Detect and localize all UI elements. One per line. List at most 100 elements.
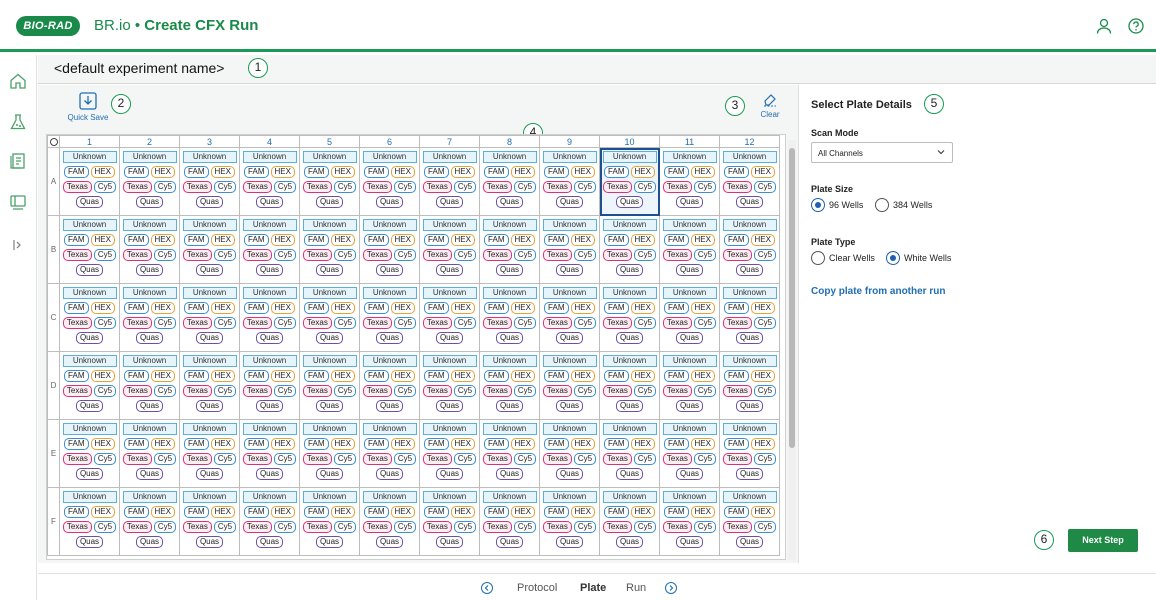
well-C11[interactable]: Unknown FAM HEX Texas Cy5 Quas (659, 283, 720, 352)
well-A7[interactable]: Unknown FAM HEX Texas Cy5 Quas (419, 147, 480, 216)
row-header-A[interactable]: A (47, 147, 60, 216)
well-D7[interactable]: Unknown FAM HEX Texas Cy5 Quas (419, 351, 480, 420)
row-header-C[interactable]: C (47, 283, 60, 352)
well-D12[interactable]: Unknown FAM HEX Texas Cy5 Quas (719, 351, 780, 420)
well-D10[interactable]: Unknown FAM HEX Texas Cy5 Quas (599, 351, 660, 420)
well-C9[interactable]: Unknown FAM HEX Texas Cy5 Quas (539, 283, 600, 352)
well-A5[interactable]: Unknown FAM HEX Texas Cy5 Quas (299, 147, 360, 216)
well-B11[interactable]: Unknown FAM HEX Texas Cy5 Quas (659, 215, 720, 284)
column-header-5[interactable]: 5 (299, 135, 360, 148)
well-C2[interactable]: Unknown FAM HEX Texas Cy5 Quas (119, 283, 180, 352)
experiment-name[interactable]: <default experiment name> (54, 60, 225, 76)
well-C1[interactable]: Unknown FAM HEX Texas Cy5 Quas (59, 283, 120, 352)
user-icon[interactable] (1095, 17, 1113, 35)
well-D4[interactable]: Unknown FAM HEX Texas Cy5 Quas (239, 351, 300, 420)
well-B1[interactable]: Unknown FAM HEX Texas Cy5 Quas (59, 215, 120, 284)
well-A4[interactable]: Unknown FAM HEX Texas Cy5 Quas (239, 147, 300, 216)
well-A10[interactable]: Unknown FAM HEX Texas Cy5 Quas (599, 147, 660, 216)
step-protocol[interactable]: Protocol (517, 582, 558, 594)
column-header-12[interactable]: 12 (719, 135, 780, 148)
row-header-F[interactable]: F (47, 487, 60, 556)
column-header-7[interactable]: 7 (419, 135, 480, 148)
well-B8[interactable]: Unknown FAM HEX Texas Cy5 Quas (479, 215, 540, 284)
well-F2[interactable]: Unknown FAM HEX Texas Cy5 Quas (119, 487, 180, 556)
well-B3[interactable]: Unknown FAM HEX Texas Cy5 Quas (179, 215, 240, 284)
plate-type-white-radio[interactable]: White Wells (886, 251, 951, 265)
well-F6[interactable]: Unknown FAM HEX Texas Cy5 Quas (359, 487, 420, 556)
well-A2[interactable]: Unknown FAM HEX Texas Cy5 Quas (119, 147, 180, 216)
row-header-E[interactable]: E (47, 419, 60, 488)
previous-step-arrow[interactable] (481, 582, 493, 594)
help-icon[interactable] (1127, 17, 1145, 35)
well-C10[interactable]: Unknown FAM HEX Texas Cy5 Quas (599, 283, 660, 352)
well-B7[interactable]: Unknown FAM HEX Texas Cy5 Quas (419, 215, 480, 284)
well-E12[interactable]: Unknown FAM HEX Texas Cy5 Quas (719, 419, 780, 488)
select-all-wells[interactable] (47, 135, 60, 148)
home-icon[interactable] (8, 71, 28, 91)
well-F10[interactable]: Unknown FAM HEX Texas Cy5 Quas (599, 487, 660, 556)
well-C3[interactable]: Unknown FAM HEX Texas Cy5 Quas (179, 283, 240, 352)
well-A11[interactable]: Unknown FAM HEX Texas Cy5 Quas (659, 147, 720, 216)
row-header-D[interactable]: D (47, 351, 60, 420)
row-header-B[interactable]: B (47, 215, 60, 284)
scan-mode-select[interactable]: All Channels (811, 142, 953, 163)
column-header-9[interactable]: 9 (539, 135, 600, 148)
well-C6[interactable]: Unknown FAM HEX Texas Cy5 Quas (359, 283, 420, 352)
well-D8[interactable]: Unknown FAM HEX Texas Cy5 Quas (479, 351, 540, 420)
well-D9[interactable]: Unknown FAM HEX Texas Cy5 Quas (539, 351, 600, 420)
scrollbar-thumb[interactable] (789, 148, 795, 448)
well-E3[interactable]: Unknown FAM HEX Texas Cy5 Quas (179, 419, 240, 488)
well-F4[interactable]: Unknown FAM HEX Texas Cy5 Quas (239, 487, 300, 556)
well-E7[interactable]: Unknown FAM HEX Texas Cy5 Quas (419, 419, 480, 488)
well-D5[interactable]: Unknown FAM HEX Texas Cy5 Quas (299, 351, 360, 420)
well-F8[interactable]: Unknown FAM HEX Texas Cy5 Quas (479, 487, 540, 556)
next-step-button[interactable]: Next Step (1068, 529, 1138, 552)
well-F11[interactable]: Unknown FAM HEX Texas Cy5 Quas (659, 487, 720, 556)
well-A8[interactable]: Unknown FAM HEX Texas Cy5 Quas (479, 147, 540, 216)
well-E9[interactable]: Unknown FAM HEX Texas Cy5 Quas (539, 419, 600, 488)
well-F5[interactable]: Unknown FAM HEX Texas Cy5 Quas (299, 487, 360, 556)
well-C12[interactable]: Unknown FAM HEX Texas Cy5 Quas (719, 283, 780, 352)
well-E4[interactable]: Unknown FAM HEX Texas Cy5 Quas (239, 419, 300, 488)
column-header-1[interactable]: 1 (59, 135, 120, 148)
well-A3[interactable]: Unknown FAM HEX Texas Cy5 Quas (179, 147, 240, 216)
well-E1[interactable]: Unknown FAM HEX Texas Cy5 Quas (59, 419, 120, 488)
well-A1[interactable]: Unknown FAM HEX Texas Cy5 Quas (59, 147, 120, 216)
column-header-10[interactable]: 10 (599, 135, 660, 148)
quick-save-button[interactable]: Quick Save (66, 91, 110, 122)
well-C8[interactable]: Unknown FAM HEX Texas Cy5 Quas (479, 283, 540, 352)
column-header-4[interactable]: 4 (239, 135, 300, 148)
well-E10[interactable]: Unknown FAM HEX Texas Cy5 Quas (599, 419, 660, 488)
well-F1[interactable]: Unknown FAM HEX Texas Cy5 Quas (59, 487, 120, 556)
step-run[interactable]: Run (626, 582, 647, 594)
well-B4[interactable]: Unknown FAM HEX Texas Cy5 Quas (239, 215, 300, 284)
well-F12[interactable]: Unknown FAM HEX Texas Cy5 Quas (719, 487, 780, 556)
well-E11[interactable]: Unknown FAM HEX Texas Cy5 Quas (659, 419, 720, 488)
column-header-8[interactable]: 8 (479, 135, 540, 148)
well-D11[interactable]: Unknown FAM HEX Texas Cy5 Quas (659, 351, 720, 420)
well-F7[interactable]: Unknown FAM HEX Texas Cy5 Quas (419, 487, 480, 556)
well-F3[interactable]: Unknown FAM HEX Texas Cy5 Quas (179, 487, 240, 556)
radio-clear-wells[interactable] (811, 251, 825, 265)
well-D6[interactable]: Unknown FAM HEX Texas Cy5 Quas (359, 351, 420, 420)
well-B6[interactable]: Unknown FAM HEX Texas Cy5 Quas (359, 215, 420, 284)
well-B9[interactable]: Unknown FAM HEX Texas Cy5 Quas (539, 215, 600, 284)
well-E6[interactable]: Unknown FAM HEX Texas Cy5 Quas (359, 419, 420, 488)
well-C4[interactable]: Unknown FAM HEX Texas Cy5 Quas (239, 283, 300, 352)
well-C7[interactable]: Unknown FAM HEX Texas Cy5 Quas (419, 283, 480, 352)
plate-type-clear-radio[interactable]: Clear Wells (811, 251, 875, 265)
well-D3[interactable]: Unknown FAM HEX Texas Cy5 Quas (179, 351, 240, 420)
well-F9[interactable]: Unknown FAM HEX Texas Cy5 Quas (539, 487, 600, 556)
well-D2[interactable]: Unknown FAM HEX Texas Cy5 Quas (119, 351, 180, 420)
instrument-icon[interactable] (8, 192, 28, 212)
plate-scrollbar[interactable] (788, 140, 796, 560)
copy-plate-link[interactable]: Copy plate from another run (811, 286, 946, 297)
expand-icon[interactable] (8, 235, 28, 255)
well-B2[interactable]: Unknown FAM HEX Texas Cy5 Quas (119, 215, 180, 284)
well-D1[interactable]: Unknown FAM HEX Texas Cy5 Quas (59, 351, 120, 420)
flask-icon[interactable] (8, 112, 28, 132)
well-E8[interactable]: Unknown FAM HEX Texas Cy5 Quas (479, 419, 540, 488)
well-A6[interactable]: Unknown FAM HEX Texas Cy5 Quas (359, 147, 420, 216)
well-E5[interactable]: Unknown FAM HEX Texas Cy5 Quas (299, 419, 360, 488)
next-step-arrow[interactable] (665, 582, 677, 594)
